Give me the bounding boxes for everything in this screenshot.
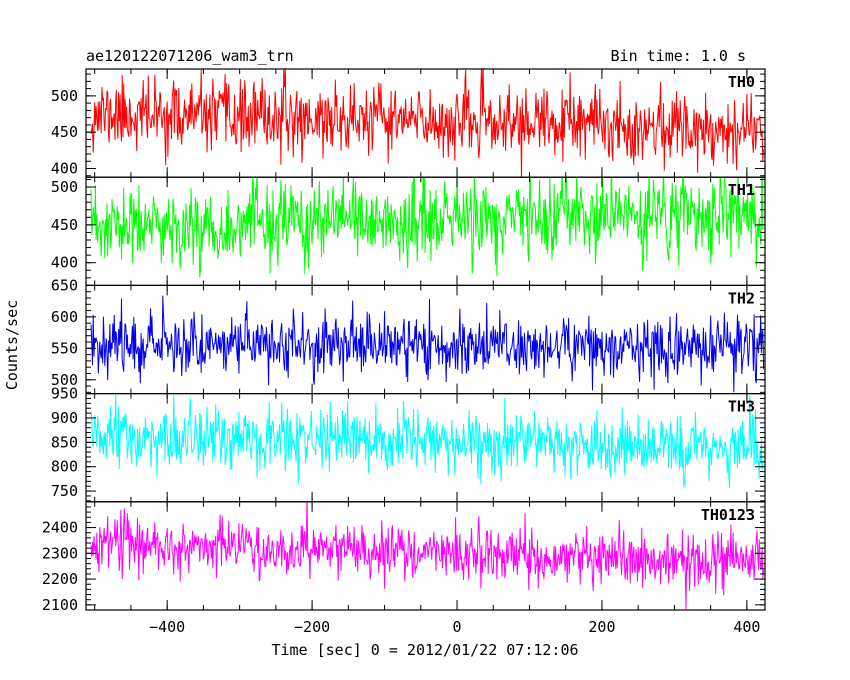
series-line-th2 [90, 295, 765, 393]
bin-time-label: Bin time: 1.0 s [611, 47, 746, 65]
y-tick-label: 400 [51, 254, 78, 272]
y-tick-label: 800 [51, 458, 78, 476]
y-tick-label: 500 [51, 371, 78, 389]
y-tick-label: 400 [51, 159, 78, 177]
y-tick-label: 450 [51, 123, 78, 141]
y-axis-label: Counts/sec [3, 300, 21, 390]
series-line-th0123 [90, 501, 765, 610]
panel-th2: 500 550 600 650 TH2 [51, 276, 766, 395]
y-tick-label: 2200 [42, 570, 78, 588]
panel-label: TH2 [728, 289, 755, 307]
y-tick-label: 2400 [42, 519, 78, 537]
x-tick-label: 400 [733, 618, 760, 636]
x-tick-label: −200 [294, 618, 330, 636]
series-line-th0 [90, 69, 765, 178]
x-axis-label: Time [sec] 0 = 2012/01/22 07:12:06 [271, 641, 578, 659]
panel-label: TH3 [728, 398, 755, 416]
y-tick-label: 2100 [42, 596, 78, 614]
y-tick-label: 950 [51, 385, 78, 403]
x-tick-label: −400 [149, 618, 185, 636]
x-tick-label: 0 [453, 618, 462, 636]
panel-label: TH0 [728, 73, 755, 91]
panel-th3: 750 800 850 900 950 TH3 [51, 385, 766, 503]
panel-th1: 400 450 500 TH1 [51, 176, 766, 286]
y-tick-label: 850 [51, 433, 78, 451]
panel-th0: 400 450 500 TH0 [51, 68, 766, 178]
y-tick-label: 500 [51, 87, 78, 105]
series-line-th1 [90, 177, 765, 277]
panel-label: TH1 [728, 181, 755, 199]
x-tick-label: 200 [588, 618, 615, 636]
series-line-th3 [90, 393, 764, 489]
y-tick-label: 550 [51, 339, 78, 357]
y-tick-label: 500 [51, 178, 78, 196]
y-tick-label: 750 [51, 482, 78, 500]
y-tick-label: 450 [51, 216, 78, 234]
panel-label: TH0123 [701, 506, 755, 524]
panels-group: 400 450 500 TH0 400 450 500 TH1 500 550 600 650 TH2 7… [42, 68, 766, 636]
y-tick-label: 650 [51, 276, 78, 294]
chart-title: ae120122071206_wam3_trn [86, 47, 294, 65]
panel-th0123: 2100 2200 2300 2400 TH0123 [42, 501, 766, 614]
y-tick-label: 600 [51, 308, 78, 326]
panel-frame [85, 501, 766, 611]
y-tick-label: 900 [51, 409, 78, 427]
y-tick-label: 2300 [42, 544, 78, 562]
